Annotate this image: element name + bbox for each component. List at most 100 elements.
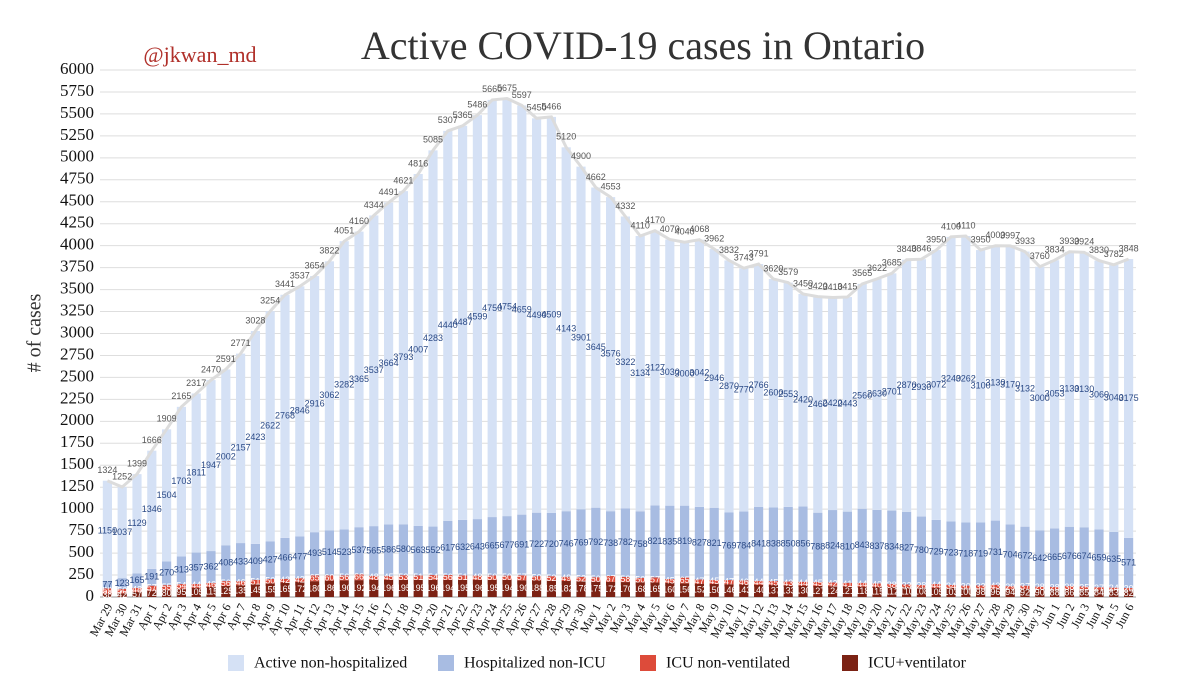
data-label: 677	[499, 540, 514, 550]
data-label: 51	[250, 576, 260, 586]
chart-title: Active COVID-19 cases in Ontario	[361, 23, 925, 68]
data-label: 3170	[1000, 380, 1020, 390]
bar-segment	[576, 581, 586, 597]
bar-segment	[428, 526, 438, 576]
data-label: 190	[337, 583, 352, 593]
data-label: 56	[221, 578, 231, 588]
data-label: 659	[1091, 553, 1106, 563]
bar-segment	[1079, 252, 1089, 528]
bar-segment	[221, 545, 231, 582]
data-label: 719	[973, 548, 988, 558]
bar-segment	[591, 507, 601, 578]
bar-segment	[206, 582, 216, 587]
total-label: 5450	[527, 103, 547, 113]
total-label: 4068	[689, 224, 709, 234]
total-label: 4000	[985, 230, 1005, 240]
bar-segment	[665, 582, 675, 597]
bar-segment	[295, 286, 305, 537]
bar-segment	[680, 242, 690, 506]
total-label: 3848	[1119, 243, 1139, 253]
bar-segment	[739, 511, 749, 581]
data-label: 50	[117, 585, 127, 595]
data-label: 3053	[1045, 389, 1065, 399]
bar-segment	[961, 588, 971, 597]
bar-segment	[1005, 586, 1015, 589]
bar-segment	[620, 582, 630, 597]
data-label: 676	[1062, 551, 1077, 561]
data-label: 2553	[778, 389, 798, 399]
bar-segment	[976, 588, 986, 597]
data-label: 20	[1124, 583, 1134, 593]
y-tick-label: 2750	[60, 344, 94, 363]
data-label: 821	[707, 538, 722, 548]
data-label: 40	[872, 580, 882, 590]
data-label: 52	[576, 573, 586, 583]
data-label: 835	[662, 537, 677, 547]
data-label: 115	[204, 586, 218, 596]
data-label: 552	[425, 545, 440, 555]
total-label: 3950	[926, 234, 946, 244]
data-label: 2423	[245, 432, 265, 442]
data-label: 38	[887, 580, 897, 590]
bar-segment	[236, 353, 246, 544]
y-tick-label: 1500	[60, 454, 94, 473]
bar-segment	[132, 591, 142, 597]
bar-segment	[132, 587, 142, 592]
data-label: 810	[840, 542, 855, 552]
data-label: 408	[218, 558, 233, 568]
data-label: 769	[721, 541, 736, 551]
bar-segment	[946, 584, 956, 588]
data-label: 674	[1077, 551, 1092, 561]
total-label: 3830	[1089, 245, 1109, 255]
bar-segment	[872, 583, 882, 587]
data-label: 2930	[911, 382, 931, 392]
bar-segment	[1035, 589, 1045, 597]
bar-segment	[472, 575, 482, 580]
bar-segment	[502, 575, 512, 580]
data-label: 56	[443, 572, 453, 582]
bar-segment	[206, 380, 216, 552]
bar-segment	[1064, 586, 1074, 590]
data-label: 47	[724, 576, 734, 586]
bar-segment	[384, 575, 394, 580]
data-label: 738	[603, 538, 618, 548]
data-label: 24	[1109, 583, 1119, 593]
bar-segment	[916, 587, 926, 597]
data-label: 3132	[1015, 383, 1035, 393]
bar-segment	[990, 245, 1000, 521]
data-label: 115	[870, 586, 884, 596]
data-label: 3901	[571, 332, 591, 342]
data-label: 51	[458, 572, 468, 582]
total-label: 4332	[615, 201, 635, 211]
data-label: 2916	[305, 398, 325, 408]
bar-segment	[398, 575, 408, 580]
total-label: 3420	[808, 281, 828, 291]
data-label: 704	[1003, 550, 1018, 560]
y-tick-label: 250	[69, 564, 95, 583]
data-label: 722	[529, 539, 544, 549]
data-label: 3537	[364, 365, 384, 375]
bar-segment	[1109, 587, 1119, 590]
bar-segment	[102, 480, 112, 582]
bar-segment	[828, 510, 838, 583]
bar-segment	[250, 331, 260, 544]
data-label: 3793	[393, 352, 413, 362]
total-label: 3410	[823, 282, 843, 292]
bar-segment	[324, 261, 334, 531]
total-label: 1909	[157, 414, 177, 424]
bar-segment	[828, 582, 838, 587]
bar-segment	[221, 586, 231, 597]
data-label: 47	[694, 576, 704, 586]
data-label: 4143	[556, 324, 576, 334]
bar-segment	[798, 293, 808, 507]
bar-segment	[798, 506, 808, 582]
data-label: 3042	[689, 368, 709, 378]
bar-segment	[176, 583, 186, 589]
data-label: 45	[665, 575, 675, 585]
bar-segment	[857, 508, 867, 583]
data-label: 1129	[127, 518, 146, 528]
bar-segment	[458, 579, 468, 597]
data-label: 43	[783, 578, 793, 588]
y-tick-label: 750	[69, 520, 95, 539]
y-tick-label: 5250	[60, 125, 94, 144]
